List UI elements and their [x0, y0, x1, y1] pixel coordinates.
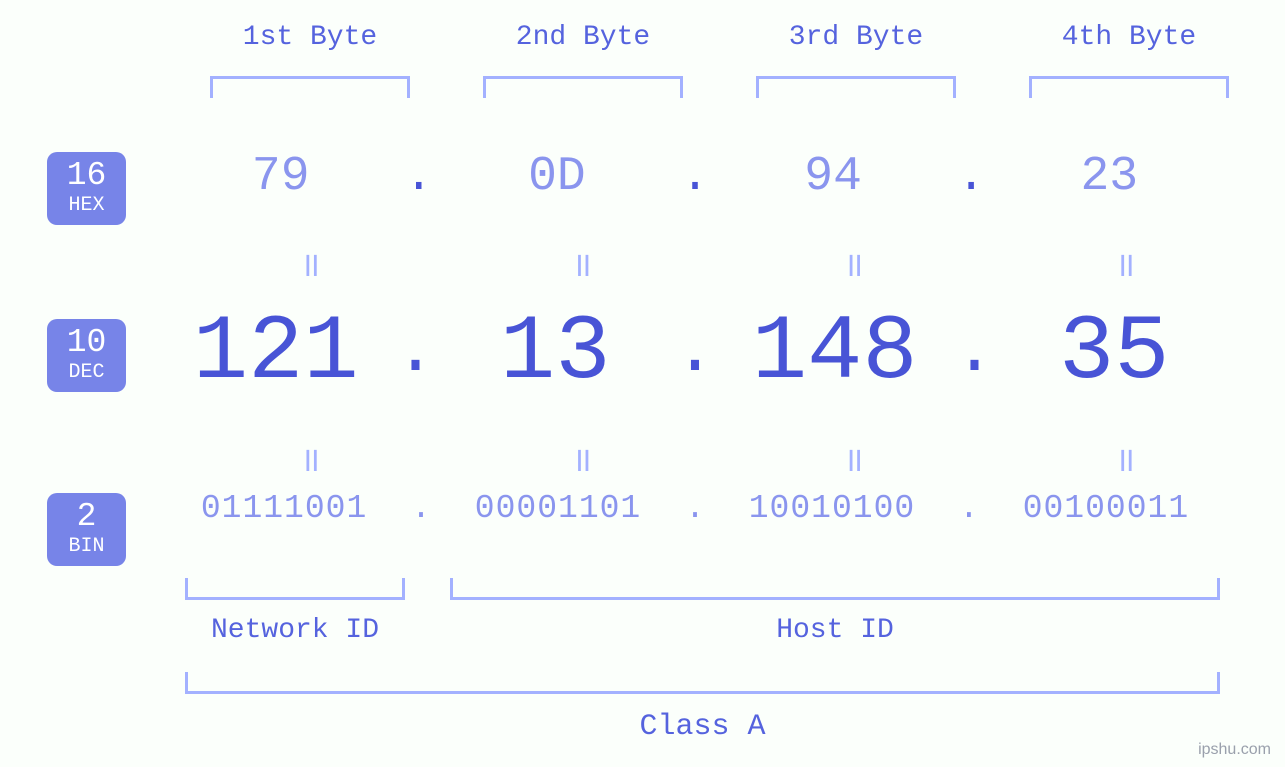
- hex-badge-label: HEX: [47, 196, 126, 216]
- host-id-label: Host ID: [450, 615, 1220, 646]
- dec-dot-2: .: [666, 313, 724, 392]
- network-bracket: [185, 578, 405, 600]
- dec-badge-label: DEC: [47, 363, 126, 383]
- hex-badge: 16 HEX: [47, 152, 126, 225]
- byte-header-2: 2nd Byte: [483, 22, 683, 53]
- bin-dot-2: .: [677, 490, 713, 527]
- bin-byte-2: 00001101: [475, 490, 641, 527]
- bin-dot-3: .: [951, 490, 987, 527]
- hex-dot-1: .: [396, 150, 441, 204]
- watermark: ipshu.com: [1198, 741, 1271, 759]
- dec-dot-3: .: [945, 313, 1003, 392]
- eq-1-2: ॥: [482, 240, 682, 287]
- class-bracket: [185, 672, 1220, 694]
- dec-row: 121 . 13 . 148 . 35: [165, 300, 1225, 405]
- top-bracket-1: [210, 76, 410, 98]
- dec-badge-num: 10: [47, 326, 126, 359]
- eq-1-3: ॥: [753, 240, 953, 287]
- dec-byte-1: 121: [193, 300, 359, 405]
- bin-badge-label: BIN: [47, 537, 126, 557]
- bin-dot-1: .: [403, 490, 439, 527]
- bin-byte-4: 00100011: [1023, 490, 1189, 527]
- dec-dot-1: .: [386, 313, 444, 392]
- ip-diagram: 1st Byte 2nd Byte 3rd Byte 4th Byte 16 H…: [0, 0, 1285, 767]
- hex-byte-2: 0D: [528, 150, 586, 204]
- host-bracket: [450, 578, 1220, 600]
- byte-header-1: 1st Byte: [210, 22, 410, 53]
- hex-byte-3: 94: [804, 150, 862, 204]
- dec-byte-3: 148: [752, 300, 918, 405]
- bin-badge: 2 BIN: [47, 493, 126, 566]
- top-bracket-3: [756, 76, 956, 98]
- byte-header-3: 3rd Byte: [756, 22, 956, 53]
- top-bracket-2: [483, 76, 683, 98]
- hex-badge-num: 16: [47, 159, 126, 192]
- class-label: Class A: [185, 710, 1220, 744]
- eq-1-4: ॥: [1025, 240, 1225, 287]
- dec-byte-4: 35: [1059, 300, 1169, 405]
- byte-header-4: 4th Byte: [1029, 22, 1229, 53]
- bin-byte-1: 01111001: [201, 490, 367, 527]
- bin-row: 01111001 . 00001101 . 10010100 . 0010001…: [165, 490, 1225, 527]
- eq-2-1: ॥: [210, 435, 410, 482]
- eq-1-1: ॥: [210, 240, 410, 287]
- hex-byte-4: 23: [1081, 150, 1139, 204]
- eq-2-2: ॥: [482, 435, 682, 482]
- eq-2-3: ॥: [753, 435, 953, 482]
- eq-2-4: ॥: [1025, 435, 1225, 482]
- hex-dot-2: .: [673, 150, 718, 204]
- bin-badge-num: 2: [47, 500, 126, 533]
- hex-dot-3: .: [949, 150, 994, 204]
- hex-row: 79 . 0D . 94 . 23: [165, 150, 1225, 204]
- equals-row-dec-bin: ॥ ॥ ॥ ॥: [165, 435, 1225, 482]
- dec-byte-2: 13: [500, 300, 610, 405]
- network-id-label: Network ID: [185, 615, 405, 646]
- hex-byte-1: 79: [252, 150, 310, 204]
- top-bracket-4: [1029, 76, 1229, 98]
- equals-row-hex-dec: ॥ ॥ ॥ ॥: [165, 240, 1225, 287]
- bin-byte-3: 10010100: [749, 490, 915, 527]
- dec-badge: 10 DEC: [47, 319, 126, 392]
